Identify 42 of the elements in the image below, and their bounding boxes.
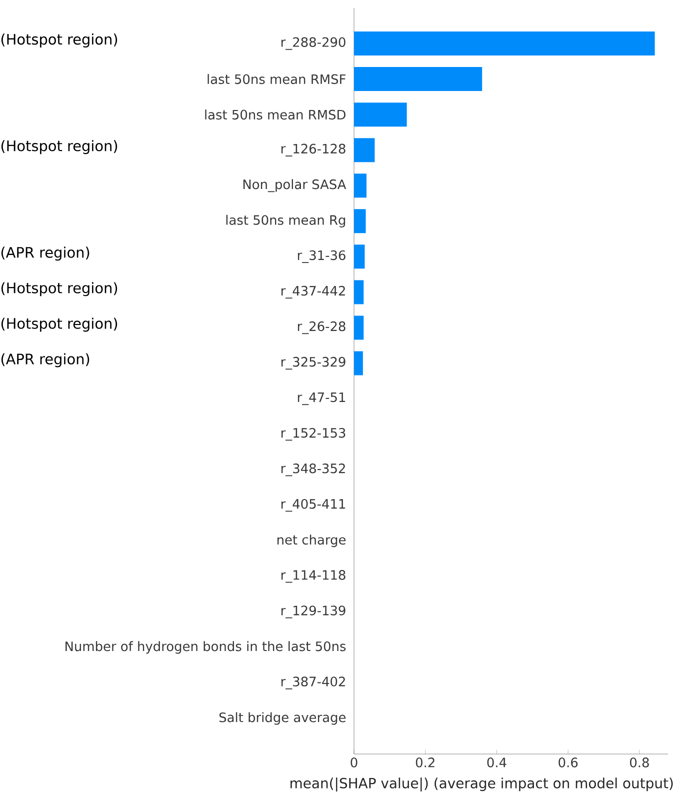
y-tick-label: r_348-352	[281, 463, 345, 476]
y-tick-label: last 50ns mean RMSF	[208, 74, 346, 84]
y-tick-label: r_26-28	[298, 321, 346, 334]
y-tick-label: r_152-153	[281, 428, 346, 441]
y-tick-label: r_129-139	[281, 606, 346, 618]
y-tick-label: last 50ns mean RMSD	[205, 110, 346, 120]
text: (Hotspot region)	[1, 140, 118, 154]
text: (APR region)	[1, 246, 90, 261]
bar	[354, 316, 364, 340]
y-tick-label: Salt bridge average	[219, 712, 346, 725]
x-tick-label: 0.8	[630, 758, 649, 768]
bar	[354, 351, 363, 376]
bar	[354, 244, 365, 269]
y-tick-label: r_126-128	[281, 144, 346, 156]
y-tick-label: r_325-329	[281, 356, 346, 370]
x-tick-label: 0.6	[558, 758, 578, 768]
y-tick-label: r_405-411	[281, 499, 346, 512]
x-tick-label: 0	[350, 758, 358, 768]
x-tick-label: 0.4	[487, 758, 506, 768]
bar	[354, 174, 366, 198]
text: (Hotspot region)	[1, 282, 118, 296]
bar	[354, 280, 364, 304]
bar	[354, 102, 407, 127]
text: (APR region)	[1, 353, 90, 368]
x-tick-label: 0.2	[416, 758, 434, 768]
y-tick-label: r_288-290	[281, 37, 346, 50]
y-tick-label: r_47-51	[298, 392, 346, 406]
y-tick-label: Non_polar SASA	[243, 179, 346, 192]
text: (Hotspot region)	[1, 34, 118, 48]
y-tick-label: Number of hydrogen bonds in the last 50ns	[66, 641, 346, 654]
text: (Hotspot region)	[1, 318, 118, 332]
y-tick-label: r_114-118	[281, 570, 346, 583]
bar	[354, 209, 366, 234]
y-tick-label: r_387-402	[281, 676, 345, 690]
y-tick-label: last 50ns mean Rg	[226, 214, 346, 228]
bar	[354, 32, 655, 56]
y-tick-label: net charge	[277, 534, 346, 548]
bar	[354, 67, 482, 92]
y-tick-label: r_437-442	[281, 286, 345, 299]
x-axis-title: mean(|SHAP value|) (average impact on model output)	[290, 778, 673, 792]
y-tick-label: r_31-36	[298, 250, 346, 264]
bar	[354, 138, 375, 162]
